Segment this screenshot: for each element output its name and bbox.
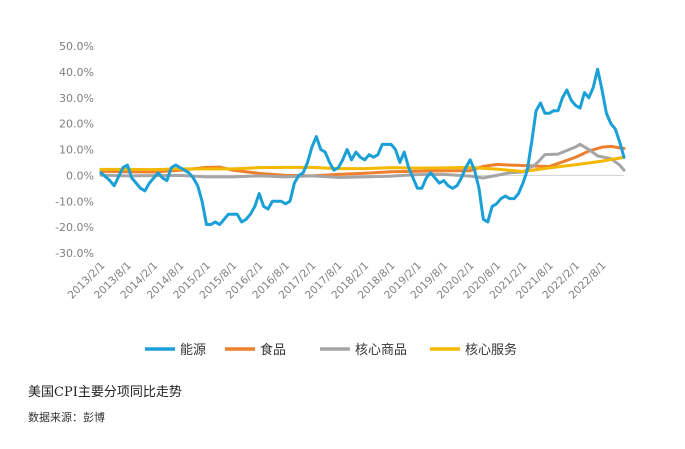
- series-line-2: [99, 144, 626, 178]
- y-tick-label: 40.0%: [59, 66, 94, 79]
- cpi-line-chart: 50.0% 40.0% 30.0% 20.0% 10.0% 0.0% -10.0% -20.0…: [55, 40, 626, 358]
- legend-label: 能源: [180, 343, 206, 358]
- legend-label: 核心商品: [355, 343, 407, 358]
- series-lines: [99, 67, 626, 227]
- y-tick-label: -20.0%: [55, 221, 94, 234]
- y-axis: 50.0% 40.0% 30.0% 20.0% 10.0% 0.0% -10.0% -20.0…: [55, 40, 94, 260]
- legend-label: 食品: [260, 342, 286, 358]
- series-line-3: [99, 142, 626, 180]
- y-tick-label: 30.0%: [59, 92, 94, 105]
- y-tick-label: -10.0%: [55, 195, 94, 208]
- x-axis: 2013/2/12013/8/12014/2/12014/8/12015/2/1…: [66, 174, 624, 301]
- y-tick-label: 50.0%: [59, 40, 94, 53]
- y-tick-label: -30.0%: [55, 247, 94, 260]
- legend: 能源 食品 核心商品 核心服务: [145, 342, 517, 358]
- y-tick-label: 0.0%: [66, 169, 94, 182]
- data-source: 数据来源：彭博: [28, 411, 105, 424]
- y-tick-label: 10.0%: [59, 144, 94, 157]
- series-line-1: [99, 67, 626, 227]
- y-tick-label: 20.0%: [59, 118, 94, 131]
- series-line-4: [99, 155, 626, 173]
- chart-caption: 美国CPI主要分项同比走势: [28, 385, 182, 400]
- legend-label: 核心服务: [465, 342, 517, 358]
